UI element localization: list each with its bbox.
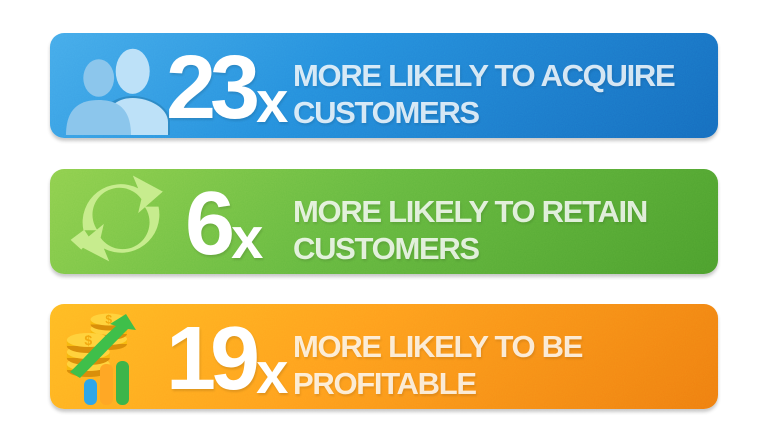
svg-text:$: $: [84, 332, 92, 348]
